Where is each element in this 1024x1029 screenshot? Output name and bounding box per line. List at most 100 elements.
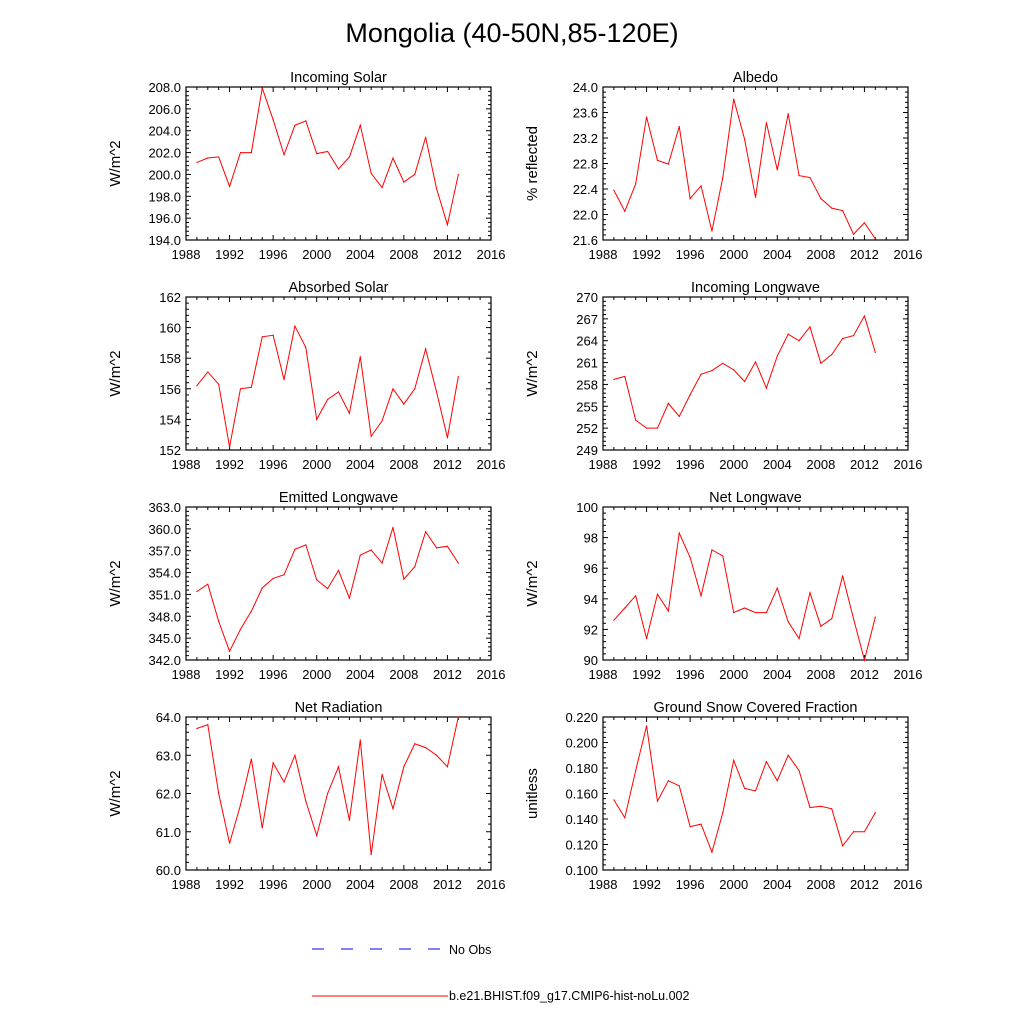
- data-point: [700, 373, 702, 375]
- y-tick-label: 194.0: [148, 233, 181, 248]
- panel-title: Absorbed Solar: [289, 280, 389, 296]
- y-tick-label: 152: [159, 443, 181, 458]
- x-tick-label: 1988: [589, 667, 618, 682]
- data-point: [689, 556, 691, 559]
- x-tick-label: 2016: [894, 667, 923, 682]
- data-point: [722, 176, 724, 179]
- data-point: [403, 578, 405, 580]
- data-point: [744, 138, 746, 140]
- x-tick-label: 1992: [215, 247, 244, 262]
- series-line: [613, 314, 876, 429]
- y-tick-label: 98: [584, 531, 598, 546]
- data-point: [196, 385, 198, 387]
- y-tick-label: 156: [159, 382, 181, 397]
- panel-ground-snow-covered-fraction: Ground Snow Covered Fraction unitless 1988…: [524, 700, 922, 892]
- data-point: [754, 361, 757, 363]
- x-tick-label: 2016: [894, 457, 923, 472]
- x-tick-label: 1996: [259, 457, 288, 472]
- x-tick-label: 2004: [346, 667, 375, 682]
- data-point: [624, 607, 626, 609]
- data-point: [656, 593, 659, 595]
- data-point: [820, 197, 822, 200]
- data-point: [820, 362, 822, 364]
- data-point: [446, 224, 449, 226]
- x-tick-label: 1992: [632, 457, 661, 472]
- data-point: [624, 375, 626, 378]
- data-point: [305, 346, 307, 349]
- y-tick-label: 92: [584, 622, 598, 637]
- data-point: [392, 808, 394, 810]
- data-point: [370, 172, 372, 174]
- plot-frame: [185, 86, 492, 241]
- data-point: [863, 831, 866, 833]
- y-tick-label: 96: [584, 561, 598, 576]
- y-tick-label: 154: [159, 412, 181, 427]
- data-point: [425, 136, 427, 138]
- data-point: [272, 762, 274, 764]
- data-point: [239, 628, 242, 631]
- plot-frame: [602, 86, 909, 241]
- data-point: [239, 151, 242, 154]
- data-point: [316, 418, 318, 420]
- data-point: [831, 353, 833, 356]
- x-tick-label: 1996: [676, 877, 705, 892]
- data-point: [842, 575, 844, 577]
- data-point: [294, 124, 296, 126]
- data-point: [809, 326, 811, 328]
- data-point: [765, 387, 767, 389]
- data-point: [228, 842, 231, 844]
- y-tick-label: 21.6: [573, 233, 598, 248]
- data-point: [787, 754, 789, 756]
- x-tick-label: 1992: [632, 247, 661, 262]
- data-point: [645, 116, 648, 118]
- data-point: [425, 348, 427, 350]
- y-tick-label: 0.140: [565, 812, 598, 827]
- data-point: [733, 98, 735, 100]
- legend: No Obs b.e21.BHIST.f09_g17.CMIP6-hist-no…: [312, 943, 689, 1003]
- data-point: [765, 611, 767, 614]
- data-point: [733, 369, 735, 371]
- data-point: [711, 851, 713, 853]
- y-tick-label: 62.0: [156, 787, 181, 802]
- y-tick-label: 360.0: [148, 522, 181, 537]
- data-point: [754, 790, 757, 792]
- x-tick-label: 1996: [259, 877, 288, 892]
- panel-emitted-longwave: Emitted Longwave W/m^2 1988 1992 1996 2000 200…: [107, 490, 505, 682]
- y-tick-label: 200.0: [148, 167, 181, 182]
- x-tick-label: 2016: [894, 247, 923, 262]
- panel-absorbed-solar: Absorbed Solar W/m^2 1988 1992 1996 2000 2004 2…: [107, 280, 505, 472]
- data-point: [809, 176, 811, 179]
- data-point: [852, 831, 855, 833]
- y-tick-label: 100: [576, 500, 598, 515]
- data-point: [327, 792, 329, 795]
- data-point: [678, 785, 680, 787]
- plot-frame: [602, 296, 909, 451]
- x-tick-label: 2016: [477, 667, 506, 682]
- data-point: [196, 727, 198, 730]
- x-tick-label: 2000: [719, 877, 748, 892]
- data-point: [207, 157, 209, 159]
- legend-label-model: b.e21.BHIST.f09_g17.CMIP6-hist-noLu.002: [449, 989, 689, 1003]
- data-point: [635, 595, 637, 597]
- data-point: [624, 817, 626, 819]
- y-axis-label: W/m^2: [107, 140, 124, 186]
- series-line: [196, 87, 459, 227]
- data-point: [261, 336, 263, 338]
- y-tick-label: 22.4: [573, 182, 598, 197]
- legend-label-no-obs: No Obs: [449, 943, 491, 957]
- x-tick-label: 2004: [346, 247, 375, 262]
- data-point: [316, 153, 318, 155]
- panel-title: Incoming Solar: [290, 70, 387, 86]
- panel-title: Ground Snow Covered Fraction: [654, 700, 858, 716]
- data-point: [678, 532, 680, 534]
- data-point: [261, 587, 263, 589]
- data-point: [218, 792, 220, 795]
- data-point: [656, 800, 659, 802]
- data-point: [613, 799, 615, 801]
- data-point: [787, 113, 789, 115]
- x-tick-label: 1988: [172, 247, 201, 262]
- x-tick-label: 1988: [589, 247, 618, 262]
- x-tick-label: 2012: [433, 247, 462, 262]
